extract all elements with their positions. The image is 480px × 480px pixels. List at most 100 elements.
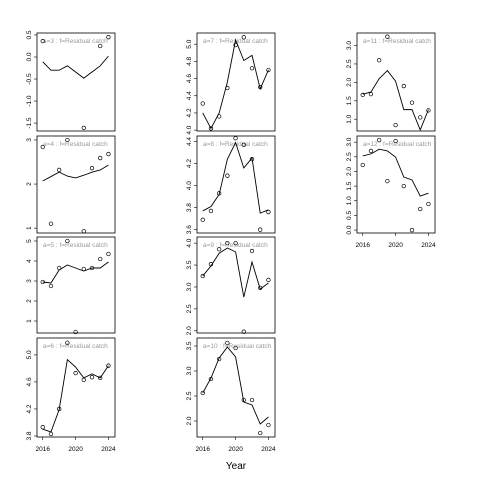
panel-label: a=8 : f=Residual catch xyxy=(203,141,268,148)
x-axis-title: Year xyxy=(226,461,247,472)
observed-point xyxy=(409,227,415,233)
observed-point xyxy=(89,375,95,380)
y-tick-label: 4.2 xyxy=(26,404,33,413)
y-tick-label: 2.0 xyxy=(186,416,193,425)
y-tick-label: -1.5 xyxy=(26,117,33,129)
observed-point xyxy=(89,166,95,171)
observed-point xyxy=(40,425,45,430)
y-tick-label: 3.8 xyxy=(186,203,193,212)
y-tick-label: 0.0 xyxy=(26,52,33,61)
y-tick-label: 5 xyxy=(26,239,33,243)
y-tick-label: 4.2 xyxy=(186,159,193,168)
y-tick-label: 0.5 xyxy=(346,211,353,220)
predicted-line xyxy=(202,346,269,425)
observed-point xyxy=(81,125,86,131)
observed-point xyxy=(98,43,103,49)
observed-point xyxy=(249,397,255,403)
y-tick-label: 3.0 xyxy=(346,137,353,146)
y-tick-label: 2.5 xyxy=(346,152,353,161)
predicted-line xyxy=(42,164,109,182)
x-tick-label: 2020 xyxy=(388,242,403,249)
y-tick-label: 3 xyxy=(26,138,33,142)
observed-point xyxy=(426,108,431,113)
y-tick-label: 4.0 xyxy=(186,181,193,190)
observed-point xyxy=(360,92,365,98)
predicted-line xyxy=(42,55,109,79)
observed-point xyxy=(40,144,45,150)
observed-point xyxy=(106,35,111,40)
y-tick-label: 2 xyxy=(26,182,33,186)
y-tick-label: 3.0 xyxy=(186,366,193,375)
observed-point xyxy=(241,35,246,40)
y-tick-label: 5.0 xyxy=(26,350,33,359)
observed-point xyxy=(418,206,423,212)
y-tick-label: 2.0 xyxy=(346,167,353,176)
observed-point xyxy=(81,229,86,234)
x-tick-label: 2016 xyxy=(196,446,211,453)
observed-point xyxy=(241,329,246,334)
observed-point xyxy=(266,67,271,73)
y-tick-label: 4.0 xyxy=(186,238,193,247)
y-tick-label: 0.5 xyxy=(26,30,33,39)
y-tick-label: 1.0 xyxy=(346,196,353,205)
observed-point xyxy=(377,58,382,63)
observed-point xyxy=(200,390,205,396)
y-tick-label: 1.5 xyxy=(346,181,353,190)
observed-point xyxy=(48,431,54,437)
y-tick-label: 3.5 xyxy=(186,260,193,269)
y-tick-label: 0.0 xyxy=(346,225,353,234)
x-tick-label: 2020 xyxy=(68,446,83,453)
observed-point xyxy=(258,430,263,436)
y-tick-label: 4.4 xyxy=(186,91,193,100)
y-tick-label: 4.2 xyxy=(186,108,193,117)
panel-label: a=3 : f=Residual catch xyxy=(43,38,108,45)
observed-point xyxy=(73,329,78,335)
y-tick-label: 2.5 xyxy=(186,391,193,400)
predicted-line xyxy=(362,69,429,132)
panel-frame xyxy=(196,236,276,334)
observed-point xyxy=(377,137,382,143)
y-tick-label: 4.8 xyxy=(186,56,193,65)
observed-point xyxy=(65,137,70,143)
y-tick-label: 3.8 xyxy=(26,431,33,440)
y-tick-label: 3.0 xyxy=(346,41,353,50)
x-tick-label: 2024 xyxy=(261,446,276,453)
y-tick-label: 2.5 xyxy=(186,304,193,313)
panel-label: a=5 : f=Residual catch xyxy=(43,242,108,249)
observed-point xyxy=(98,155,103,161)
y-tick-label: 3.5 xyxy=(186,341,193,350)
y-tick-label: -0.5 xyxy=(26,73,33,85)
observed-point xyxy=(393,138,398,144)
panel-frame xyxy=(36,32,116,132)
y-tick-label: 2.0 xyxy=(186,326,193,335)
x-tick-label: 2024 xyxy=(101,446,116,453)
observed-point xyxy=(426,201,431,207)
observed-point xyxy=(65,238,70,244)
x-tick-label: 2020 xyxy=(228,446,243,453)
observed-point xyxy=(217,247,222,252)
predicted-line xyxy=(42,358,109,433)
predicted-line xyxy=(362,148,429,197)
observed-point xyxy=(208,208,214,214)
panel-label: a=12 : f=Residual catch xyxy=(363,141,432,148)
observed-point xyxy=(98,375,103,381)
observed-point xyxy=(249,248,255,254)
x-tick-label: 2016 xyxy=(356,242,371,249)
observed-point xyxy=(81,377,86,383)
y-tick-label: 2 xyxy=(26,299,33,303)
observed-point xyxy=(73,370,78,376)
observed-point xyxy=(233,136,238,141)
observed-point xyxy=(106,251,111,257)
y-tick-label: 1.0 xyxy=(346,114,353,123)
observed-point xyxy=(258,227,263,232)
observed-point xyxy=(233,345,238,351)
observed-point xyxy=(241,142,246,147)
predicted-line xyxy=(202,247,269,298)
panel-frame xyxy=(196,337,276,438)
observed-point xyxy=(106,151,111,157)
observed-point xyxy=(249,66,255,71)
panel-label: a=4 : f=Residual catch xyxy=(43,141,108,148)
panel-frame xyxy=(356,135,436,234)
observed-point xyxy=(200,101,205,106)
observed-point xyxy=(65,340,70,345)
